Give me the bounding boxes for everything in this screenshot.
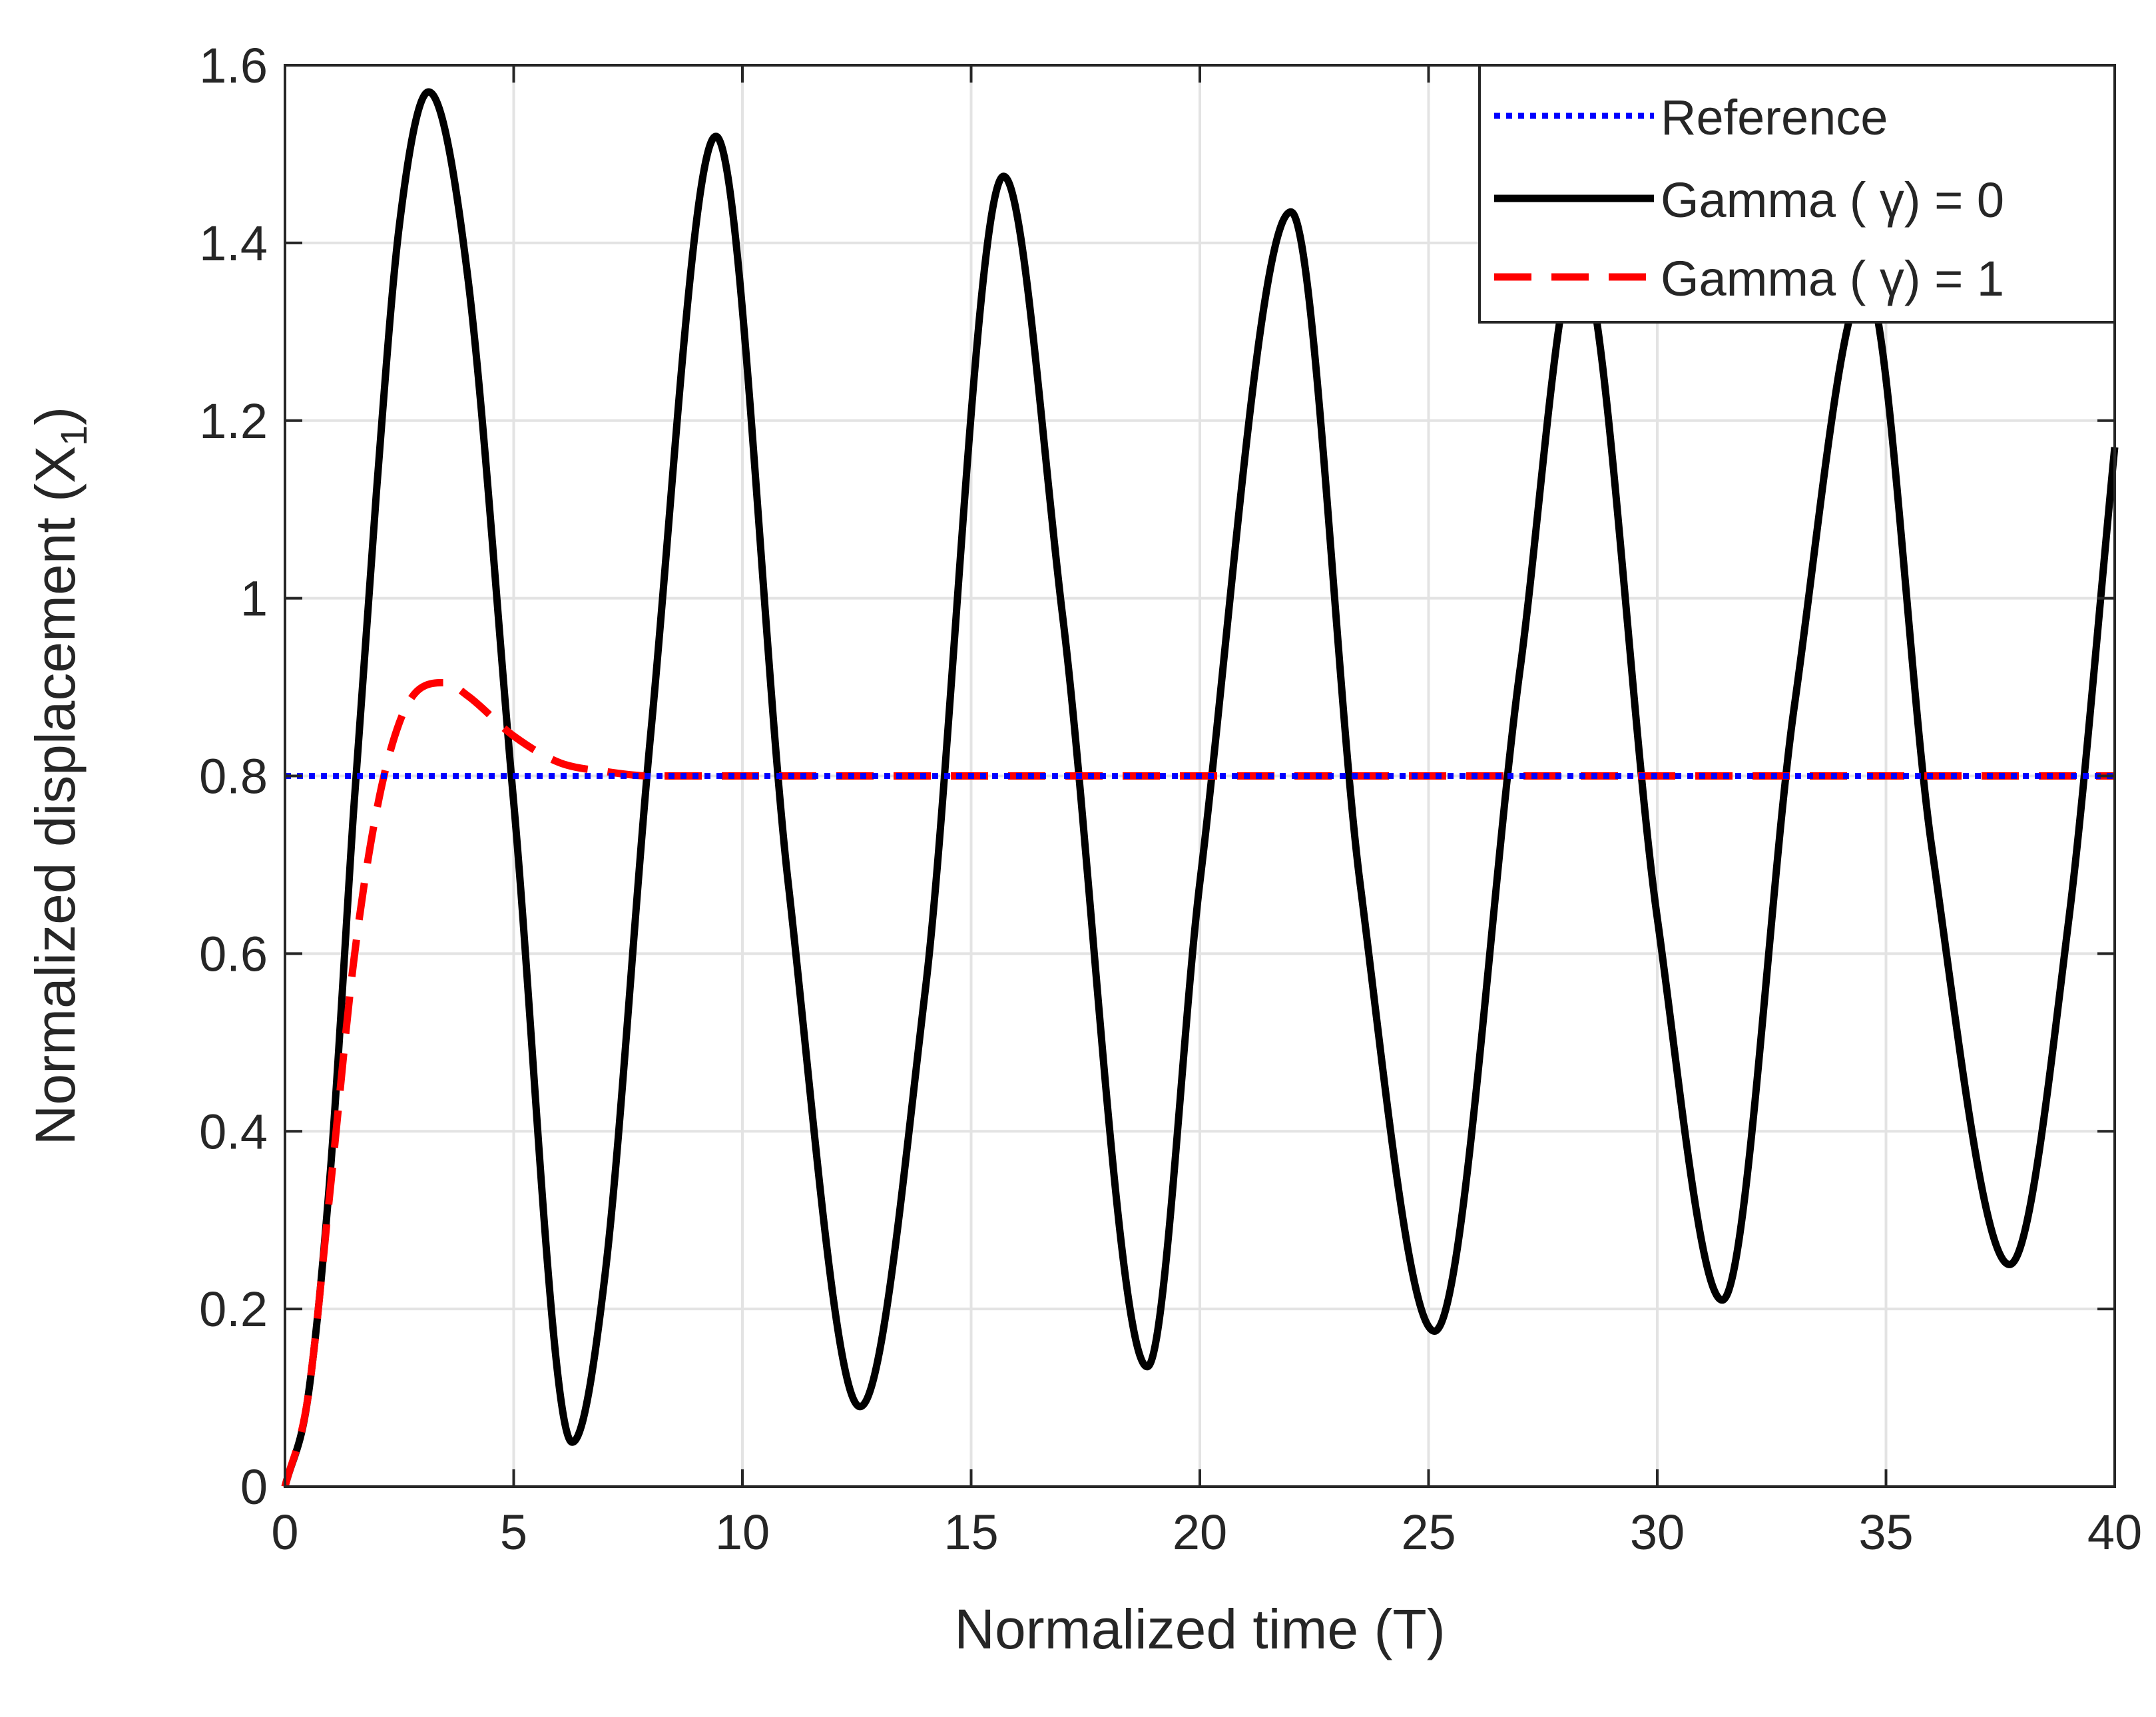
y-axis-label-close: ) — [24, 407, 87, 425]
y-tick-label: 1.4 — [199, 216, 268, 271]
x-tick-label: 30 — [1630, 1505, 1685, 1560]
legend-label: Reference — [1661, 90, 1888, 145]
y-tick-label: 1.2 — [199, 393, 268, 449]
y-axis-label: Normalized displacement (X1) — [24, 407, 95, 1146]
y-axis-label-subscript: 1 — [53, 425, 95, 446]
y-tick-label: 1.6 — [199, 38, 268, 93]
y-axis-label-main: Normalized displacement (X — [24, 446, 87, 1145]
legend-label: Gamma ( γ) = 1 — [1661, 251, 2004, 306]
legend-entry: Reference — [1494, 90, 1888, 145]
x-tick-label: 35 — [1858, 1505, 1913, 1560]
legend: Reference Gamma ( γ) = 0 Gamma ( γ) = 1 — [1478, 64, 2116, 324]
x-tick-label: 25 — [1401, 1505, 1456, 1560]
plot-series — [281, 88, 2119, 1488]
x-tick-label: 40 — [2087, 1505, 2142, 1560]
y-tick-label: 0.2 — [199, 1282, 268, 1337]
legend-entries: Reference Gamma ( γ) = 0 Gamma ( γ) = 1 — [1494, 90, 2004, 306]
y-tick-label: 0.6 — [199, 926, 268, 981]
x-tick-label: 5 — [500, 1505, 527, 1560]
y-tick-labels: 0 0.2 0.4 0.6 0.8 1 1.2 1.4 1.6 — [199, 38, 268, 1515]
x-axis-label: Normalized time (T) — [954, 1598, 1445, 1660]
y-tick-label: 0.8 — [199, 749, 268, 804]
y-tick-label: 1 — [240, 571, 268, 626]
x-tick-label: 0 — [271, 1505, 298, 1560]
y-tick-label: 0.4 — [199, 1104, 268, 1159]
legend-entry: Gamma ( γ) = 1 — [1494, 251, 2004, 306]
series-line-gamma-1 — [281, 678, 2115, 1488]
x-tick-label: 10 — [715, 1505, 770, 1560]
series-line-gamma-0 — [281, 88, 2119, 1488]
x-tick-label: 15 — [943, 1505, 998, 1560]
x-tick-labels: 0 5 10 15 20 25 30 35 40 — [271, 1505, 2142, 1560]
x-tick-label: 20 — [1173, 1505, 1227, 1560]
legend-entry: Gamma ( γ) = 0 — [1494, 172, 2004, 228]
legend-label: Gamma ( γ) = 0 — [1661, 172, 2004, 228]
y-tick-label: 0 — [240, 1459, 268, 1515]
